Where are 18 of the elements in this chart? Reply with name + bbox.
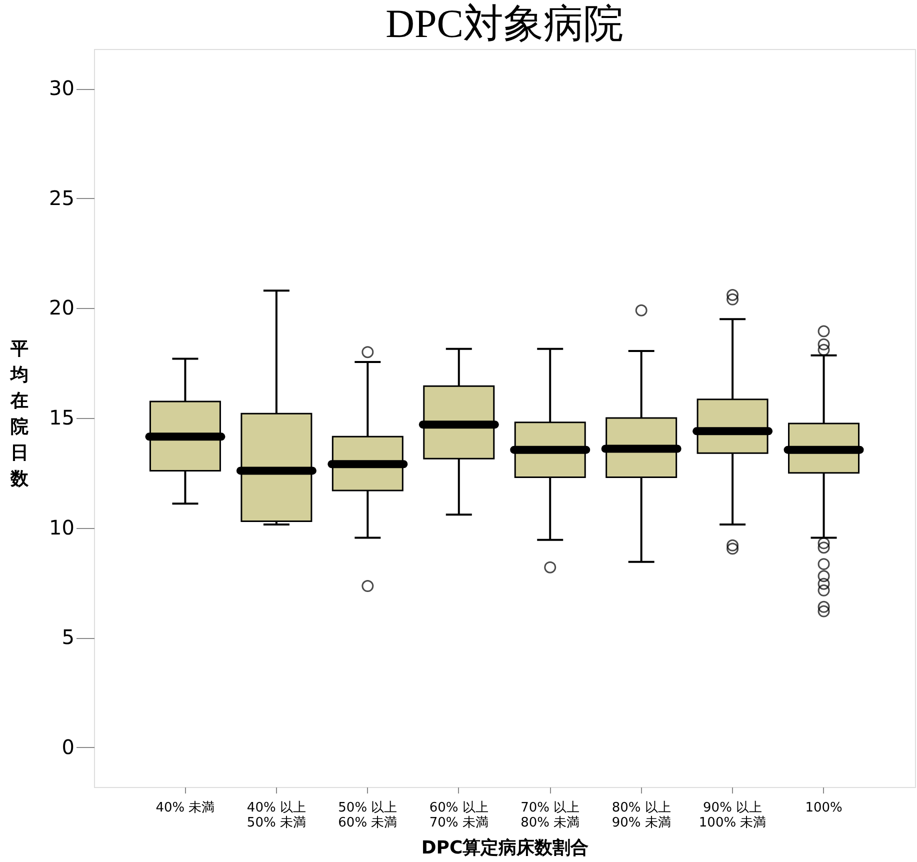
x-axis-title: DPC算定病床数割合 [421, 838, 589, 858]
x-tick-label: 90% 以上 100% 未満 [698, 800, 766, 830]
y-tick-label: 5 [62, 625, 74, 650]
y-tick-label: 0 [62, 734, 74, 759]
y-axis-title: 平均在院日数 [10, 338, 30, 490]
x-tick-label: 70% 以上 80% 未満 [520, 800, 580, 830]
x-tick-label: 40% 以上 50% 未満 [246, 800, 306, 830]
x-tick-label: 100% [805, 800, 842, 816]
x-tick-label: 80% 以上 90% 未満 [612, 800, 671, 830]
x-tick-label: 60% 以上 70% 未満 [429, 800, 488, 830]
x-tick-label: 50% 以上 60% 未満 [338, 800, 398, 830]
y-tick-label: 25 [49, 186, 74, 210]
x-tick-label: 40% 未満 [156, 800, 215, 816]
chart-title: DPC対象病院 [386, 1, 624, 46]
y-tick-label: 15 [49, 406, 74, 430]
y-tick-label: 10 [49, 515, 74, 540]
y-tick-label: 20 [49, 296, 74, 320]
y-tick-label: 30 [49, 76, 74, 100]
